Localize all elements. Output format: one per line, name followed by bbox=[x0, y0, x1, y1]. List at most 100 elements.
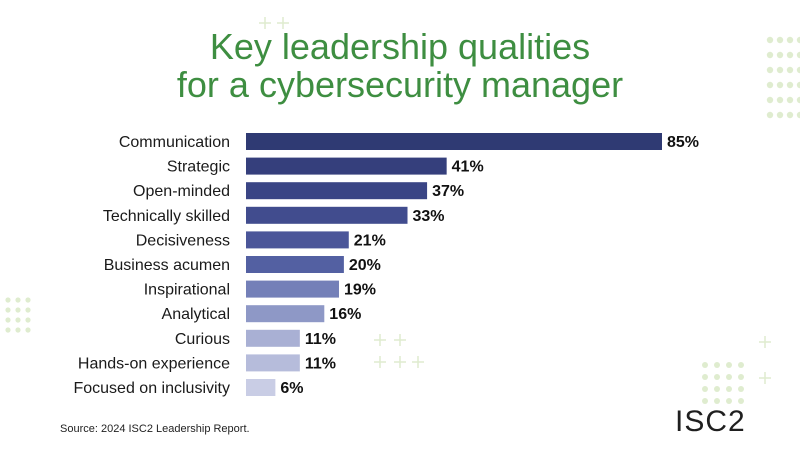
decor-dot bbox=[726, 386, 732, 392]
decor-dot bbox=[786, 51, 794, 59]
value-label: 85% bbox=[667, 134, 699, 151]
decor-dot bbox=[5, 327, 11, 333]
category-label: Open-minded bbox=[133, 183, 230, 200]
decor-dot bbox=[714, 362, 720, 368]
category-label: Focused on inclusivity bbox=[73, 380, 230, 397]
decor-dot bbox=[796, 111, 800, 119]
chart-title: Key leadership qualities for a cybersecu… bbox=[0, 28, 800, 104]
decor-dot bbox=[776, 96, 784, 104]
value-label: 6% bbox=[280, 380, 303, 397]
decor-dot bbox=[776, 51, 784, 59]
decor-dot bbox=[786, 66, 794, 74]
bar bbox=[246, 305, 325, 323]
decor-dot bbox=[796, 36, 800, 44]
value-label: 21% bbox=[354, 232, 386, 249]
value-label: 16% bbox=[329, 306, 361, 323]
category-label: Curious bbox=[175, 331, 230, 348]
bar bbox=[246, 206, 408, 224]
decor-dot bbox=[25, 307, 31, 313]
decor-dot bbox=[15, 307, 21, 313]
decor-dot bbox=[738, 362, 744, 368]
decor-dot bbox=[5, 307, 11, 313]
decor-plus bbox=[394, 356, 406, 368]
decor-dot bbox=[5, 297, 11, 303]
title-line-1: Key leadership qualities bbox=[209, 26, 591, 67]
category-label: Inspirational bbox=[144, 282, 230, 299]
decor-dot bbox=[796, 96, 800, 104]
decor-plus bbox=[277, 17, 289, 29]
isc2-logo: ISC2 bbox=[675, 405, 746, 438]
category-label: Technically skilled bbox=[103, 208, 230, 225]
decor-dot bbox=[25, 317, 31, 323]
decor-plus bbox=[759, 336, 771, 348]
value-label: 11% bbox=[305, 331, 336, 348]
category-label: Communication bbox=[119, 134, 230, 151]
decor-dot bbox=[15, 317, 21, 323]
value-label: 41% bbox=[452, 159, 484, 176]
decor-plus bbox=[394, 334, 406, 346]
decor-plus bbox=[374, 334, 386, 346]
decor-dot bbox=[786, 111, 794, 119]
decor-dot bbox=[766, 51, 774, 59]
decor-dot bbox=[766, 111, 774, 119]
decor-dot bbox=[796, 81, 800, 89]
decor-dot bbox=[776, 81, 784, 89]
decor-dot bbox=[714, 374, 720, 380]
decor-dot bbox=[776, 111, 784, 119]
decor-dot bbox=[796, 51, 800, 59]
decor-dot bbox=[726, 374, 732, 380]
decor-dot bbox=[766, 66, 774, 74]
source-note: Source: 2024 ISC2 Leadership Report. bbox=[60, 423, 250, 435]
decor-dot bbox=[796, 66, 800, 74]
value-label: 11% bbox=[305, 355, 336, 372]
decor-dot bbox=[726, 398, 732, 404]
decor-dot bbox=[702, 398, 708, 404]
decor-dot bbox=[738, 386, 744, 392]
decor-plus bbox=[412, 356, 424, 368]
decor-dot bbox=[25, 297, 31, 303]
bar bbox=[246, 379, 276, 396]
decor-dot bbox=[15, 297, 21, 303]
category-label: Strategic bbox=[167, 159, 230, 176]
value-label: 20% bbox=[349, 257, 381, 274]
bar bbox=[246, 256, 344, 273]
decor-dot bbox=[786, 81, 794, 89]
decor-dot bbox=[702, 362, 708, 368]
bar bbox=[246, 329, 300, 347]
bar bbox=[246, 182, 428, 200]
decor-dot bbox=[702, 386, 708, 392]
decor-dot bbox=[766, 96, 774, 104]
decor-dot bbox=[702, 374, 708, 380]
bar bbox=[246, 354, 300, 372]
bar bbox=[246, 157, 447, 175]
decor-dot bbox=[786, 36, 794, 44]
decor-dot bbox=[786, 96, 794, 104]
bar bbox=[246, 231, 349, 249]
decor-plus bbox=[374, 356, 386, 368]
decor-dot bbox=[5, 317, 11, 323]
category-label: Analytical bbox=[162, 306, 230, 323]
decor-dot bbox=[766, 81, 774, 89]
bar bbox=[246, 280, 339, 298]
category-label: Business acumen bbox=[104, 257, 230, 274]
value-label: 19% bbox=[344, 282, 376, 299]
decor-dot bbox=[15, 327, 21, 333]
decor-dot bbox=[25, 327, 31, 333]
decor-dot bbox=[738, 374, 744, 380]
bar bbox=[246, 133, 662, 150]
title-line-2: for a cybersecurity manager bbox=[176, 64, 624, 105]
decor-dot bbox=[726, 362, 732, 368]
decor-dot bbox=[738, 398, 744, 404]
value-label: 33% bbox=[413, 208, 445, 225]
decor-dot bbox=[766, 36, 774, 44]
value-label: 37% bbox=[432, 183, 464, 200]
category-label: Hands-on experience bbox=[78, 355, 230, 372]
category-label: Decisiveness bbox=[136, 232, 230, 249]
decor-plus bbox=[259, 17, 271, 29]
decor-dot bbox=[776, 36, 784, 44]
decor-dot bbox=[714, 386, 720, 392]
decor-dot bbox=[776, 66, 784, 74]
decor-plus bbox=[759, 372, 771, 384]
